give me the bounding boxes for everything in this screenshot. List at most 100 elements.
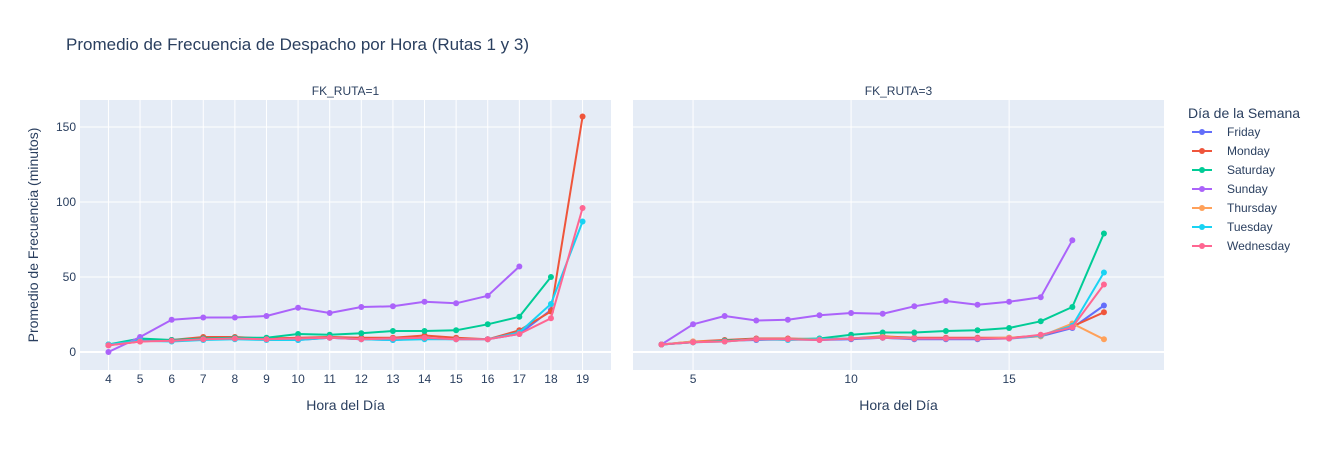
data-point[interactable] [516, 313, 523, 320]
data-point[interactable] [547, 274, 554, 280]
data-point[interactable] [1069, 324, 1076, 331]
legend-item-tuesday[interactable]: Tuesday [1192, 220, 1273, 234]
data-point[interactable] [721, 313, 728, 319]
x-tick-label: 8 [232, 372, 239, 386]
data-point[interactable] [105, 342, 112, 349]
data-point[interactable] [295, 335, 302, 342]
legend-item-sunday[interactable]: Sunday [1192, 182, 1268, 196]
data-point[interactable] [974, 335, 981, 342]
data-point[interactable] [816, 312, 823, 319]
data-point[interactable] [137, 338, 144, 345]
data-point[interactable] [168, 316, 175, 323]
data-point[interactable] [942, 328, 949, 334]
data-point[interactable] [816, 337, 823, 343]
data-point[interactable] [848, 335, 855, 342]
data-point[interactable] [516, 263, 523, 270]
data-point[interactable] [1037, 294, 1044, 301]
legend[interactable]: Día de la Semana Friday Monday Saturday Sun… [1188, 105, 1300, 253]
legend-item-friday[interactable]: Friday [1192, 125, 1260, 139]
x-tick-label: 10 [291, 372, 305, 386]
legend-item-monday[interactable]: Monday [1192, 144, 1270, 158]
data-point[interactable] [547, 315, 554, 322]
data-point[interactable] [690, 339, 697, 346]
data-point[interactable] [516, 331, 523, 337]
legend-swatch-marker [1199, 205, 1205, 211]
data-point[interactable] [1069, 237, 1076, 244]
data-point[interactable] [911, 303, 918, 310]
data-point[interactable] [974, 301, 981, 308]
data-point[interactable] [658, 341, 665, 348]
legend-swatch-marker [1199, 186, 1205, 192]
data-point[interactable] [200, 336, 207, 343]
x-axis-title: Hora del Día [306, 397, 385, 413]
data-point[interactable] [389, 335, 396, 342]
data-point[interactable] [1006, 298, 1013, 305]
legend-item-saturday[interactable]: Saturday [1192, 163, 1275, 177]
data-point[interactable] [911, 329, 918, 336]
data-point[interactable] [263, 336, 270, 343]
y-tick-label: 150 [56, 120, 76, 134]
data-point[interactable] [579, 113, 586, 120]
data-point[interactable] [453, 336, 460, 343]
data-point[interactable] [453, 327, 460, 334]
data-point[interactable] [690, 321, 697, 328]
data-point[interactable] [1006, 335, 1013, 342]
data-point[interactable] [1037, 318, 1044, 325]
legend-item-thursday[interactable]: Thursday [1192, 201, 1277, 215]
data-point[interactable] [1100, 309, 1107, 316]
data-point[interactable] [263, 313, 270, 319]
data-point[interactable] [579, 218, 586, 225]
y-axis-title: Promedio de Frecuencia (minutos) [25, 128, 41, 343]
data-point[interactable] [848, 310, 855, 316]
data-point[interactable] [484, 292, 491, 299]
data-point[interactable] [421, 334, 428, 341]
data-point[interactable] [326, 334, 333, 341]
data-point[interactable] [753, 336, 760, 343]
series-wednesday [105, 205, 586, 349]
data-point[interactable] [453, 300, 460, 307]
data-point[interactable] [389, 328, 396, 334]
legend-swatch-marker [1199, 243, 1205, 249]
data-point[interactable] [484, 336, 491, 343]
data-point[interactable] [721, 338, 728, 345]
legend-item-wednesday[interactable]: Wednesday [1192, 239, 1290, 253]
data-point[interactable] [1069, 304, 1076, 310]
data-point[interactable] [168, 337, 175, 344]
data-point[interactable] [1100, 269, 1107, 276]
data-point[interactable] [942, 335, 949, 342]
data-point[interactable] [421, 328, 428, 334]
data-point[interactable] [1100, 302, 1107, 309]
data-point[interactable] [326, 310, 333, 316]
data-point[interactable] [753, 317, 760, 324]
data-point[interactable] [879, 310, 886, 317]
legend-label: Saturday [1227, 163, 1275, 177]
data-point[interactable] [358, 304, 365, 310]
data-point[interactable] [1100, 230, 1107, 237]
data-point[interactable] [784, 316, 791, 323]
data-point[interactable] [358, 330, 365, 337]
data-point[interactable] [579, 205, 586, 211]
data-point[interactable] [421, 298, 428, 305]
data-point[interactable] [389, 303, 396, 310]
data-point[interactable] [1006, 325, 1013, 331]
data-point[interactable] [231, 335, 238, 342]
data-point[interactable] [1037, 331, 1044, 338]
x-tick-label: 10 [844, 372, 858, 386]
data-point[interactable] [200, 314, 207, 321]
data-point[interactable] [942, 298, 949, 304]
data-point[interactable] [547, 301, 554, 307]
data-point[interactable] [105, 349, 112, 355]
data-point[interactable] [295, 304, 302, 311]
data-point[interactable] [911, 335, 918, 342]
data-point[interactable] [1100, 336, 1107, 343]
data-point[interactable] [879, 334, 886, 341]
legend-swatch-marker [1199, 129, 1205, 135]
data-point[interactable] [358, 336, 365, 343]
data-point[interactable] [784, 336, 791, 343]
data-point[interactable] [879, 329, 886, 336]
data-point[interactable] [1100, 281, 1107, 288]
data-point[interactable] [484, 321, 491, 328]
data-point[interactable] [295, 331, 302, 337]
data-point[interactable] [974, 327, 981, 334]
data-point[interactable] [231, 314, 238, 321]
